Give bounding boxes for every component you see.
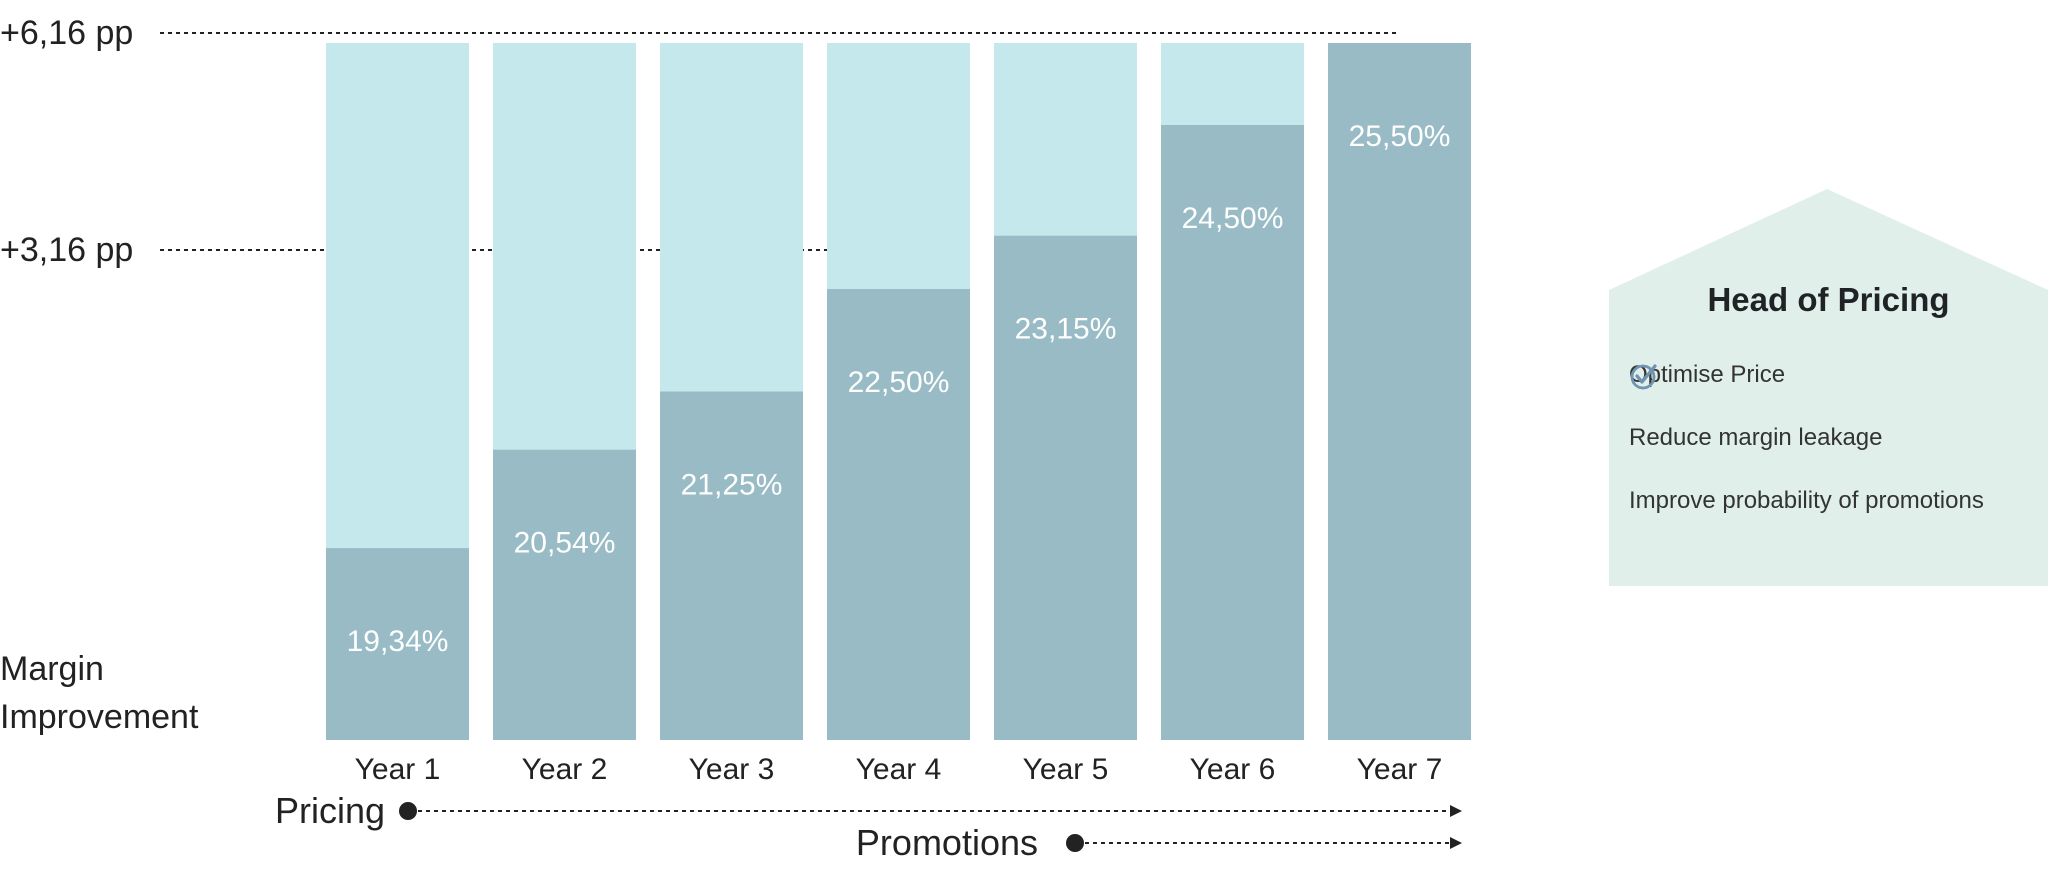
reference-line-label: +6,16 pp	[0, 14, 133, 52]
card-item-label: Improve probability of promotions	[1629, 487, 1984, 514]
value-labels: 19,34% 20,54% 21,25% 22,50% 23,15% 24,50% 25,5…	[347, 120, 1451, 658]
value-label: 22,50%	[848, 366, 950, 399]
value-label: 19,34%	[347, 625, 449, 658]
value-label: 21,25%	[681, 469, 783, 502]
card-item: Improve probability of promotions	[1629, 364, 1984, 515]
check-circle-icon	[1630, 364, 1657, 390]
category-label: Year 7	[1357, 753, 1443, 786]
bar	[326, 548, 469, 740]
timeline-label: Pricing	[275, 790, 385, 831]
bar	[827, 289, 970, 740]
timeline-label: Promotions	[856, 822, 1038, 863]
card-items: Optimise Price Reduce margin leakage Impro…	[1629, 361, 1984, 515]
card-item: Optimise Price	[1629, 361, 1984, 390]
bars	[326, 43, 1471, 740]
category-label: Year 6	[1190, 753, 1276, 786]
card-item: Reduce margin leakage	[1629, 364, 1984, 452]
timeline-arrow	[1450, 837, 1462, 849]
y-axis-label: Margin Improvement	[0, 650, 199, 736]
timeline-start-dot	[1066, 834, 1084, 852]
value-label: 23,15%	[1015, 313, 1117, 346]
category-label: Year 3	[689, 753, 775, 786]
category-label: Year 2	[522, 753, 608, 786]
bar	[493, 449, 636, 740]
value-label: 20,54%	[514, 527, 616, 560]
category-labels: Year 1 Year 2 Year 3 Year 4 Year 5 Year 6 Year…	[355, 753, 1443, 786]
reference-line-label: +3,16 pp	[0, 231, 133, 269]
timeline: Pricing Promotions	[275, 790, 1462, 863]
category-label: Year 1	[355, 753, 441, 786]
card-shape	[1609, 189, 2048, 586]
category-label: Year 5	[1023, 753, 1109, 786]
category-label: Year 4	[856, 753, 942, 786]
bar	[994, 235, 1137, 740]
card-title: Head of Pricing	[1707, 281, 1950, 318]
timeline-arrow	[1450, 805, 1462, 817]
value-label: 25,50%	[1349, 120, 1451, 153]
margin-chart: +6,16 pp +3,16 pp 19,34% 20,54% 21,25% 22,50…	[0, 14, 1471, 863]
value-label: 24,50%	[1182, 202, 1284, 235]
bar	[660, 391, 803, 740]
bar	[1328, 43, 1471, 740]
timeline-start-dot	[399, 802, 417, 820]
bar	[1161, 125, 1304, 740]
card-item-label: Reduce margin leakage	[1629, 424, 1883, 451]
role-card: Head of Pricing Optimise Price Reduce mar…	[1609, 189, 2048, 586]
